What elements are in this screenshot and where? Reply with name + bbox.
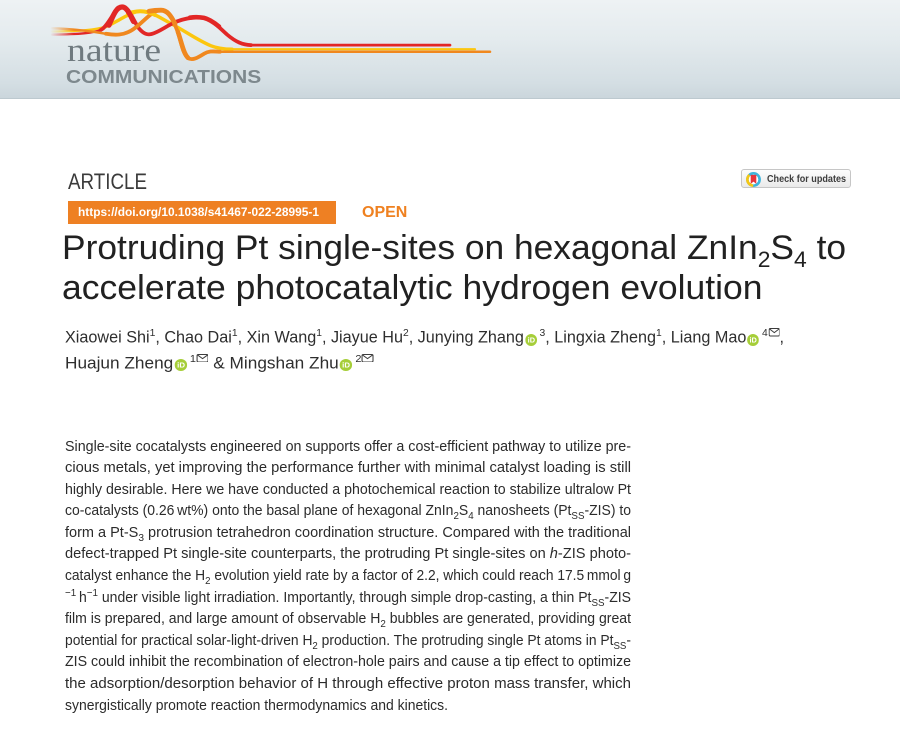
svg-text:iD: iD xyxy=(527,335,535,344)
svg-text:iD: iD xyxy=(750,335,758,344)
svg-text:iD: iD xyxy=(177,361,185,370)
svg-text:iD: iD xyxy=(342,361,350,370)
